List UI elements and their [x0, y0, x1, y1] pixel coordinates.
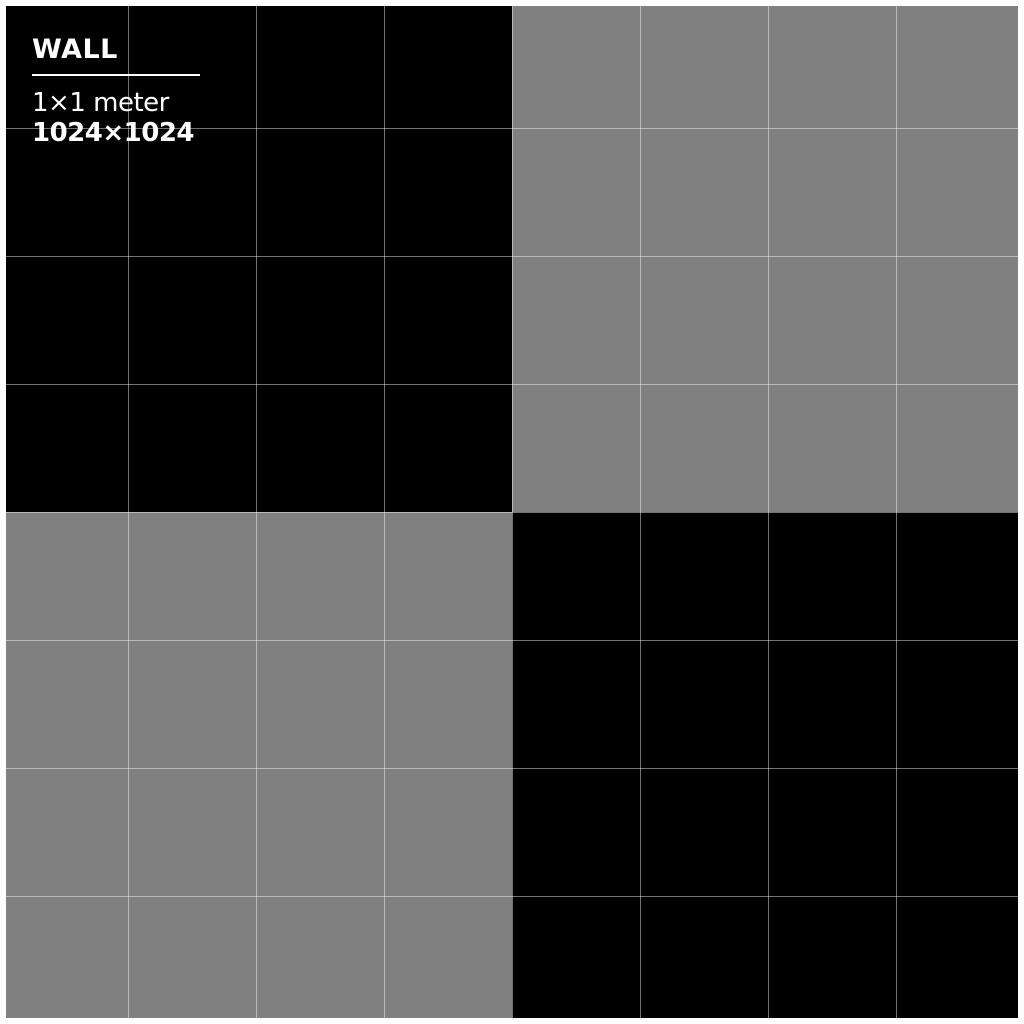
- texture-label: WALL 1×1 meter 1024×1024: [32, 34, 200, 148]
- quadrant-bottom-right: [512, 512, 1018, 1018]
- label-divider: [32, 74, 200, 76]
- label-title: WALL: [32, 34, 118, 65]
- quadrant-top-left: [6, 6, 512, 512]
- label-resolution: 1024×1024: [32, 118, 195, 148]
- quadrant-top-right: [512, 6, 1018, 512]
- label-size: 1×1 meter: [32, 88, 169, 118]
- quadrant-bottom-left: [6, 512, 512, 1018]
